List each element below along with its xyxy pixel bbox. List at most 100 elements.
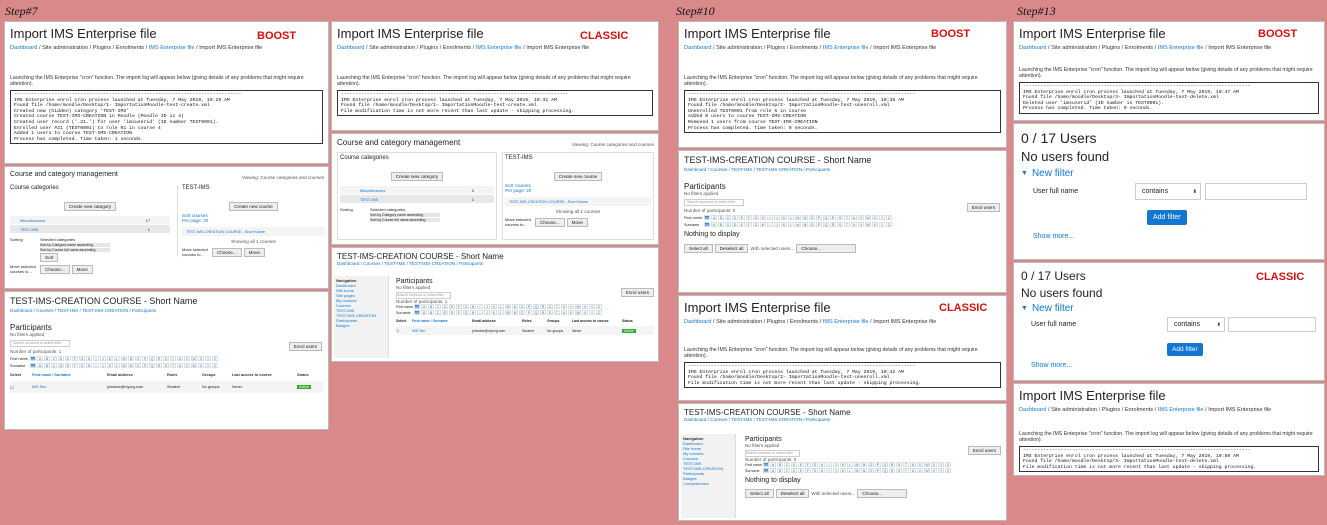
letter-c[interactable]: C	[725, 215, 731, 220]
letter-t[interactable]: T	[903, 468, 909, 473]
letter-g[interactable]: G	[753, 222, 759, 227]
letter-g[interactable]: G	[79, 356, 85, 361]
letter-q[interactable]: Q	[533, 304, 539, 309]
letter-m[interactable]: M	[505, 310, 511, 315]
letter-h[interactable]: H	[86, 363, 92, 368]
letter-k[interactable]: K	[781, 215, 787, 220]
letter-m[interactable]: M	[121, 363, 127, 368]
letter-n[interactable]: N	[128, 356, 134, 361]
letter-l[interactable]: L	[114, 356, 120, 361]
letter-i[interactable]: I	[93, 356, 99, 361]
letter-x[interactable]: X	[198, 356, 204, 361]
deselect-all-button[interactable]: Deselect all	[714, 244, 749, 253]
letter-i[interactable]: I	[477, 310, 483, 315]
contains-select[interactable]: contains ⬍	[1135, 183, 1201, 200]
letter-f[interactable]: F	[456, 310, 462, 315]
letter-q[interactable]: Q	[882, 468, 888, 473]
letter-a[interactable]: A	[711, 215, 717, 220]
letter-y[interactable]: Y	[938, 462, 944, 467]
letter-f[interactable]: F	[805, 462, 811, 467]
letter-y[interactable]: Y	[205, 356, 211, 361]
letter-j[interactable]: J	[100, 363, 106, 368]
letter-a[interactable]: A	[421, 310, 427, 315]
surname-letter-filter[interactable]: All A B C D E F G H I J K L M N O P Q R S T U V W X Y Z	[30, 363, 218, 368]
letter-w[interactable]: W	[191, 356, 197, 361]
letter-n[interactable]: N	[802, 222, 808, 227]
bc-dashboard[interactable]: Dashboard	[10, 45, 38, 51]
letter-p[interactable]: P	[875, 462, 881, 467]
letter-n[interactable]: N	[128, 363, 134, 368]
letter-w[interactable]: W	[575, 310, 581, 315]
letter-o[interactable]: O	[868, 468, 874, 473]
letter-i[interactable]: I	[767, 222, 773, 227]
letter-t[interactable]: T	[903, 462, 909, 467]
letter-f[interactable]: F	[456, 304, 462, 309]
letter-c[interactable]: C	[725, 222, 731, 227]
letter-v[interactable]: V	[917, 468, 923, 473]
letter-s[interactable]: S	[896, 468, 902, 473]
letter-e[interactable]: E	[449, 304, 455, 309]
letter-o[interactable]: O	[519, 304, 525, 309]
sort-button[interactable]: Sort	[40, 253, 59, 262]
letter-m[interactable]: M	[795, 222, 801, 227]
letter-f[interactable]: F	[72, 356, 78, 361]
letter-i[interactable]: I	[93, 363, 99, 368]
letter-l[interactable]: L	[788, 222, 794, 227]
letter-b[interactable]: B	[428, 304, 434, 309]
letter-v[interactable]: V	[568, 304, 574, 309]
letter-y[interactable]: Y	[879, 222, 885, 227]
letter-p[interactable]: P	[142, 363, 148, 368]
letter-t[interactable]: T	[554, 304, 560, 309]
letter-r[interactable]: R	[830, 222, 836, 227]
letter-v[interactable]: V	[917, 462, 923, 467]
new-filter-toggle[interactable]: ▼ New filter	[1021, 168, 1074, 179]
category-test-ims[interactable]: TEST-IMS	[20, 226, 39, 232]
letter-z[interactable]: Z	[886, 222, 892, 227]
letter-s[interactable]: S	[896, 462, 902, 467]
letter-u[interactable]: U	[851, 215, 857, 220]
letter-u[interactable]: U	[177, 363, 183, 368]
letter-j[interactable]: J	[774, 215, 780, 220]
letter-all[interactable]: All	[30, 356, 36, 361]
letter-d[interactable]: D	[732, 215, 738, 220]
letter-v[interactable]: V	[184, 356, 190, 361]
letter-o[interactable]: O	[809, 222, 815, 227]
letter-t[interactable]: T	[170, 356, 176, 361]
letter-d[interactable]: D	[442, 310, 448, 315]
letter-y[interactable]: Y	[938, 468, 944, 473]
letter-e[interactable]: E	[65, 356, 71, 361]
letter-t[interactable]: T	[554, 310, 560, 315]
letter-q[interactable]: Q	[882, 462, 888, 467]
letter-j[interactable]: J	[833, 468, 839, 473]
letter-g[interactable]: G	[812, 468, 818, 473]
letter-p[interactable]: P	[816, 215, 822, 220]
letter-a[interactable]: A	[37, 356, 43, 361]
letter-p[interactable]: P	[526, 304, 532, 309]
letter-b[interactable]: B	[777, 462, 783, 467]
letter-e[interactable]: E	[798, 468, 804, 473]
add-filter-button[interactable]: Add filter	[1147, 210, 1187, 225]
letter-a[interactable]: A	[770, 462, 776, 467]
letter-u[interactable]: U	[561, 304, 567, 309]
letter-k[interactable]: K	[781, 222, 787, 227]
create-category-button[interactable]: Create new category	[63, 202, 117, 211]
letter-l[interactable]: L	[498, 304, 504, 309]
letter-t[interactable]: T	[844, 215, 850, 220]
letter-w[interactable]: W	[575, 304, 581, 309]
letter-k[interactable]: K	[840, 468, 846, 473]
letter-x[interactable]: X	[582, 310, 588, 315]
letter-r[interactable]: R	[156, 363, 162, 368]
letter-a[interactable]: A	[421, 304, 427, 309]
create-course-button[interactable]: Create new course	[229, 202, 278, 211]
letter-x[interactable]: X	[198, 363, 204, 368]
letter-all[interactable]: All	[414, 304, 420, 309]
letter-all[interactable]: All	[763, 462, 769, 467]
bc-admin[interactable]: Site administration	[42, 45, 89, 51]
letter-s[interactable]: S	[163, 356, 169, 361]
letter-p[interactable]: P	[875, 468, 881, 473]
letter-all[interactable]: All	[30, 363, 36, 368]
letter-k[interactable]: K	[491, 310, 497, 315]
letter-g[interactable]: G	[753, 215, 759, 220]
letter-m[interactable]: M	[795, 215, 801, 220]
letter-d[interactable]: D	[791, 468, 797, 473]
